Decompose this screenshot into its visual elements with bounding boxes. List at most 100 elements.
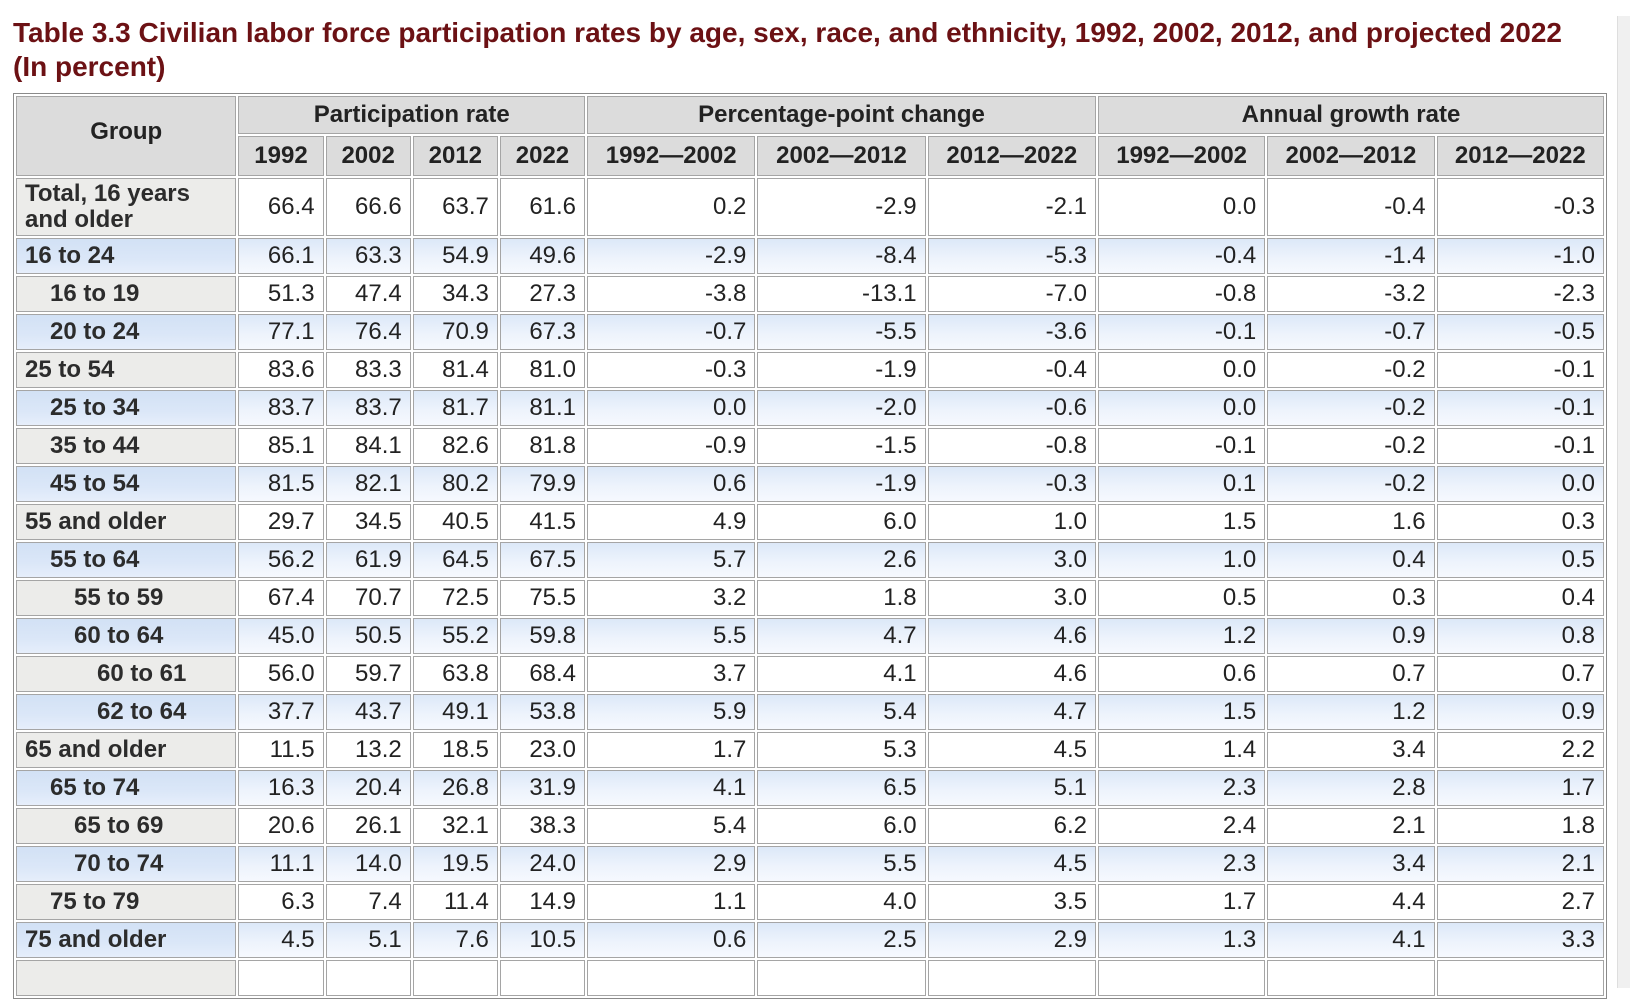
value-cell: 81.5 [238,466,324,502]
value-cell: 0.3 [1436,504,1604,540]
value-cell: 10.5 [499,922,586,958]
value-cell: -2.3 [1436,276,1604,312]
value-cell: 1.6 [1267,504,1435,540]
value-cell: 83.3 [325,352,411,388]
table-row: 45 to 54 81.5 82.1 80.2 79.9 0.6 -1.9 -0.3 0.1 -0… [16,466,1604,502]
value-cell: -0.9 [587,428,756,464]
value-cell: 0.6 [1097,656,1266,692]
value-cell: 0.5 [1097,580,1266,616]
value-cell: 4.0 [757,884,926,920]
value-cell: -0.1 [1436,428,1604,464]
value-cell: 11.5 [238,732,324,768]
value-cell: 2.1 [1267,808,1435,844]
row-label: 45 to 54 [16,466,237,502]
value-cell: -5.5 [757,314,926,350]
value-cell: 59.8 [499,618,586,654]
value-cell: 6.0 [757,808,926,844]
value-cell: 83.6 [238,352,324,388]
column-header-1992: 1992 [238,136,324,176]
value-cell: 2.7 [1436,884,1604,920]
value-cell: 81.8 [499,428,586,464]
value-cell: 76.4 [325,314,411,350]
value-cell: 82.6 [412,428,498,464]
value-cell: 5.5 [757,846,926,882]
table-row: 25 to 34 83.7 83.7 81.7 81.1 0.0 -2.0 -0.6 0.0 -0… [16,390,1604,426]
row-label: 55 to 59 [16,580,237,616]
column-header-pp-2002-2012: 2002—2012 [757,136,926,176]
value-cell: 1.2 [1097,618,1266,654]
table-row: 55 and older 29.7 34.5 40.5 41.5 4.9 6.0 1.0 1.5… [16,504,1604,540]
table-header: Group Participation rate Percentage-poin… [16,96,1604,176]
value-cell: 32.1 [412,808,498,844]
table-row: 60 to 64 45.0 50.5 55.2 59.8 5.5 4.7 4.6 1.2 0.9 0… [16,618,1604,654]
row-label: Total, 16 years and older [16,178,237,236]
table-body: Total, 16 years and older 66.4 66.6 63.7 61.… [16,178,1604,996]
value-cell: 2.3 [1097,770,1266,806]
row-label: 35 to 44 [16,428,237,464]
value-cell: 70.7 [325,580,411,616]
table-row: 16 to 24 66.1 63.3 54.9 49.6 -2.9 -8.4 -5.3 -0.4… [16,238,1604,274]
value-cell: 84.1 [325,428,411,464]
value-cell: -0.7 [587,314,756,350]
value-cell: 5.3 [757,732,926,768]
value-cell: 7.6 [412,922,498,958]
value-cell: 83.7 [325,390,411,426]
column-header-group: Group [16,96,237,176]
row-label: 65 to 74 [16,770,237,806]
scrollbar-track[interactable] [1617,16,1630,988]
value-cell: 3.4 [1267,846,1435,882]
value-cell: 11.1 [238,846,324,882]
value-cell: 49.6 [499,238,586,274]
value-cell: 77.1 [238,314,324,350]
value-cell: 4.9 [587,504,756,540]
value-cell: 38.3 [499,808,586,844]
row-label [16,960,237,996]
value-cell: -3.8 [587,276,756,312]
value-cell: 68.4 [499,656,586,692]
value-cell: -1.5 [757,428,926,464]
column-header-2002: 2002 [325,136,411,176]
value-cell: 63.8 [412,656,498,692]
value-cell: 3.2 [587,580,756,616]
table-row: 65 to 74 16.3 20.4 26.8 31.9 4.1 6.5 5.1 2.3 2.8 1… [16,770,1604,806]
value-cell: 0.0 [1097,352,1266,388]
value-cell: 4.1 [1267,922,1435,958]
row-label: 25 to 54 [16,352,237,388]
value-cell: 4.1 [757,656,926,692]
table-row: 65 to 69 20.6 26.1 32.1 38.3 5.4 6.0 6.2 2.4 2.1 1… [16,808,1604,844]
value-cell: 4.7 [927,694,1096,730]
value-cell: 67.5 [499,542,586,578]
value-cell: 81.4 [412,352,498,388]
column-group-percentage-point-change: Percentage-point change [587,96,1096,134]
value-cell: 4.6 [927,618,1096,654]
value-cell: 34.5 [325,504,411,540]
table-row: 16 to 19 51.3 47.4 34.3 27.3 -3.8 -13.1 -7.0 -0.… [16,276,1604,312]
table-row: 60 to 61 56.0 59.7 63.8 68.4 3.7 4.1 4.6 0.6 0.7 0… [16,656,1604,692]
table-row: 70 to 74 11.1 14.0 19.5 24.0 2.9 5.5 4.5 2.3 3.4 2… [16,846,1604,882]
value-cell: -0.4 [927,352,1096,388]
value-cell: 0.9 [1436,694,1604,730]
value-cell: 1.8 [757,580,926,616]
value-cell: 34.3 [412,276,498,312]
value-cell: 1.7 [587,732,756,768]
value-cell: 61.9 [325,542,411,578]
value-cell: 2.2 [1436,732,1604,768]
value-cell: 85.1 [238,428,324,464]
value-cell [927,960,1096,996]
value-cell: -0.2 [1267,428,1435,464]
value-cell: 4.1 [587,770,756,806]
value-cell: 56.0 [238,656,324,692]
value-cell: 67.3 [499,314,586,350]
value-cell: 4.4 [1267,884,1435,920]
value-cell: 6.0 [757,504,926,540]
value-cell: -2.9 [757,178,926,236]
column-header-gr-2002-2012: 2002—2012 [1267,136,1435,176]
table-row: 25 to 54 83.6 83.3 81.4 81.0 -0.3 -1.9 -0.4 0.0-… [16,352,1604,388]
value-cell: 18.5 [412,732,498,768]
value-cell: -0.6 [927,390,1096,426]
row-label: 70 to 74 [16,846,237,882]
value-cell: 66.4 [238,178,324,236]
value-cell: 6.3 [238,884,324,920]
value-cell: 61.6 [499,178,586,236]
value-cell: 63.3 [325,238,411,274]
